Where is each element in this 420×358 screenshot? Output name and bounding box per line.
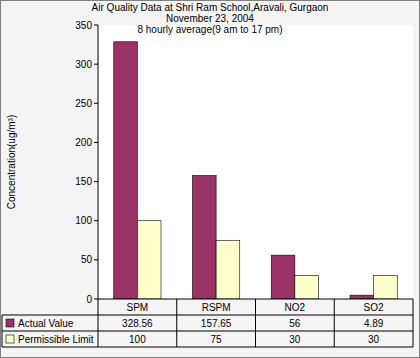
table-line: [2, 347, 413, 348]
table-value: 75: [211, 334, 223, 345]
table-line: [413, 299, 414, 347]
plot-area: [98, 25, 413, 299]
x-tick-label: NO2: [285, 302, 306, 313]
table-line: [2, 315, 413, 316]
y-tick-label: 0: [86, 294, 92, 305]
chart-container: Air Quality Data at Shri Ram School,Arav…: [0, 0, 420, 358]
y-tick: [94, 25, 98, 26]
table-value: 100: [129, 334, 146, 345]
table-value: 30: [368, 334, 380, 345]
bars: [114, 42, 398, 299]
table-value: 328.56: [122, 318, 153, 329]
legend-swatch: [6, 335, 14, 343]
y-tick: [94, 181, 98, 182]
bar: [350, 295, 374, 299]
bar: [216, 240, 240, 299]
x-tick-label: RSPM: [202, 302, 231, 313]
y-tick: [94, 299, 98, 300]
bar: [137, 221, 161, 299]
y-tick-label: 100: [75, 215, 92, 226]
y-tick: [94, 64, 98, 65]
table-line: [2, 315, 3, 347]
y-tick: [94, 220, 98, 221]
table-line: [255, 299, 256, 347]
legend-label: Permissible Limit: [18, 334, 94, 345]
y-axis-label: Concentration(ug/m³): [6, 115, 17, 209]
chart-title: Air Quality Data at Shri Ram School,Arav…: [92, 2, 329, 13]
table-line: [98, 299, 99, 347]
x-tick-label: SPM: [127, 302, 149, 313]
table-value: 4.89: [364, 318, 384, 329]
y-tick-label: 350: [75, 20, 92, 31]
y-tick-label: 300: [75, 59, 92, 70]
chart-title: 8 hourly average(9 am to 17 pm): [137, 24, 282, 35]
chart-area: [1, 1, 420, 358]
y-tick-label: 200: [75, 137, 92, 148]
x-tick-label: SO2: [364, 302, 384, 313]
y-tick: [94, 103, 98, 104]
bar: [114, 42, 138, 299]
y-tick-label: 50: [81, 254, 93, 265]
legend-label: Actual Value: [18, 318, 74, 329]
table-value: 56: [289, 318, 301, 329]
bar: [271, 255, 295, 299]
chart: Air Quality Data at Shri Ram School,Arav…: [0, 0, 420, 358]
y-axis: [98, 25, 99, 299]
y-tick: [94, 259, 98, 260]
table-value: 30: [289, 334, 301, 345]
y-tick-label: 250: [75, 98, 92, 109]
legend-swatch: [6, 319, 14, 327]
bar: [193, 176, 217, 299]
y-tick-label: 150: [75, 176, 92, 187]
y-tick: [94, 142, 98, 143]
bar: [374, 276, 398, 299]
bar: [295, 276, 319, 299]
chart-title: November 23, 2004: [166, 13, 254, 24]
table-line: [334, 299, 335, 347]
table-value: 157.65: [201, 318, 232, 329]
table-line: [2, 331, 413, 332]
table-line: [176, 299, 177, 347]
